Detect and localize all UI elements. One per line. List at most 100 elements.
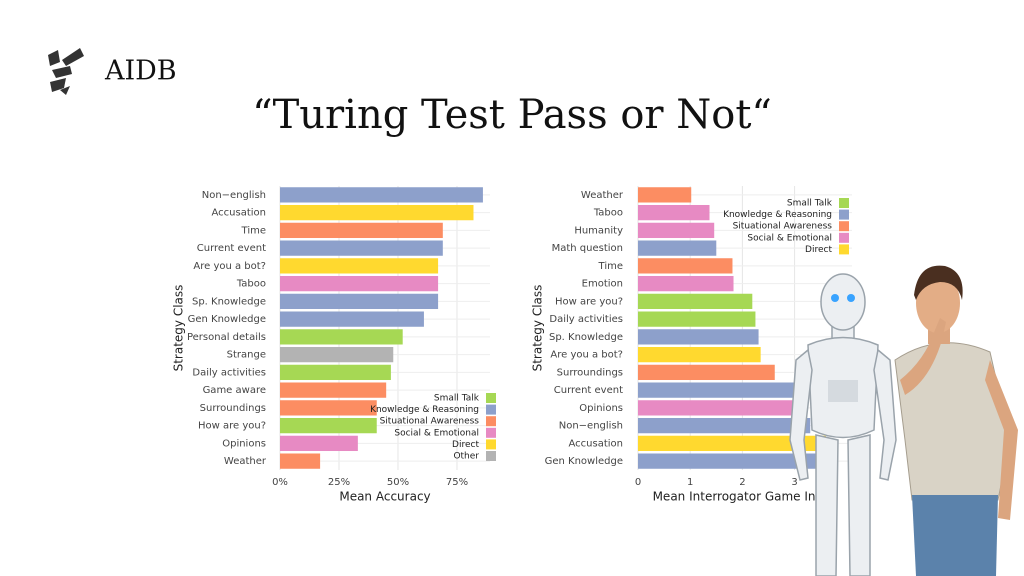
- legend-label: Other: [453, 452, 479, 462]
- y-tick-label: Non−english: [559, 421, 623, 432]
- charts: 0% 25% 50% 75% Non−english Accusation Time Curr…: [172, 186, 852, 504]
- y-tick-label: Sp. Knowledge: [549, 332, 623, 343]
- y-tick-label: Current event: [554, 385, 623, 396]
- x-tick-label: 1: [687, 477, 693, 488]
- legend-label: Social & Emotional: [747, 233, 832, 243]
- bar: [280, 329, 403, 345]
- legend-swatch: [486, 404, 496, 415]
- y-tick-label: Game aware: [203, 385, 266, 396]
- y-tick-label: Sp. Knowledge: [192, 296, 266, 307]
- bar: [280, 417, 377, 434]
- legend-swatch: [839, 232, 849, 243]
- legend-swatch: [839, 209, 849, 220]
- y-tick-label: Time: [598, 261, 623, 272]
- legend-swatch: [486, 416, 496, 427]
- bar: [638, 453, 834, 469]
- legend-label: Small Talk: [434, 394, 480, 404]
- y-tick-label: Humanity: [574, 225, 623, 236]
- y-tick-label: Emotion: [582, 279, 623, 290]
- x-tick-label: 2: [739, 477, 745, 488]
- legend-label: Small Talk: [787, 199, 833, 209]
- bar: [638, 329, 759, 345]
- bar: [638, 187, 692, 203]
- legend-swatch: [839, 244, 849, 255]
- y-axis-title: Strategy Class: [531, 285, 545, 372]
- legend-label: Situational Awareness: [733, 222, 833, 232]
- y-tick-label: Daily activities: [192, 367, 266, 378]
- y-tick-label: Surroundings: [557, 367, 623, 378]
- bar: [280, 346, 394, 363]
- y-tick-label: Daily activities: [549, 314, 623, 325]
- x-tick-label: 3: [791, 477, 797, 488]
- legend-label: Knowledge & Reasoning: [370, 405, 479, 415]
- y-tick-label: Personal details: [187, 332, 266, 343]
- bar: [280, 258, 439, 274]
- legend-label: Situational Awareness: [380, 417, 480, 427]
- x-axis-title: Mean Accuracy: [339, 490, 430, 504]
- x-tick-label: 75%: [446, 477, 468, 488]
- bar: [280, 240, 443, 256]
- bar: [638, 346, 761, 363]
- y-tick-label: Opinions: [222, 438, 266, 449]
- y-tick-label: Gen Knowledge: [545, 456, 623, 467]
- y-tick-label: How are you?: [198, 421, 266, 432]
- y-tick-label: Math question: [552, 243, 623, 254]
- y-tick-label: Opinions: [579, 403, 623, 414]
- legend-swatch: [839, 198, 849, 208]
- legend-label: Knowledge & Reasoning: [723, 210, 832, 220]
- y-tick-label: Current event: [197, 243, 266, 254]
- bar: [638, 311, 756, 327]
- bar: [638, 400, 803, 416]
- bar: [638, 417, 811, 434]
- bar: [280, 275, 439, 292]
- bar: [280, 204, 474, 221]
- y-tick-label: Are you a bot?: [550, 350, 623, 361]
- bar: [280, 453, 321, 469]
- y-tick-label: Accusation: [212, 208, 267, 219]
- y-tick-label: Time: [241, 225, 266, 236]
- legend-label: Direct: [452, 440, 479, 450]
- bar: [638, 240, 717, 256]
- bar: [280, 311, 424, 327]
- x-tick-label: 0%: [272, 477, 288, 488]
- logo-text: AIDB: [104, 56, 177, 87]
- legend-swatch: [486, 427, 496, 438]
- slide-title: “Turing Test Pass or Not“: [252, 92, 772, 138]
- bar: [280, 364, 391, 381]
- y-axis-title: Strategy Class: [172, 285, 186, 372]
- legend-swatch: [486, 393, 496, 403]
- legend-label: Direct: [805, 245, 832, 255]
- logo-icon: [48, 48, 84, 95]
- bar: [638, 364, 775, 381]
- y-tick-label: Weather: [224, 456, 267, 467]
- y-tick-label: Taboo: [236, 279, 266, 290]
- bar: [280, 187, 483, 203]
- y-tick-label: Non−english: [202, 190, 266, 201]
- legend-swatch: [839, 221, 849, 232]
- x-tick-label: 0: [635, 477, 641, 488]
- bar: [638, 435, 826, 452]
- legend-label: Social & Emotional: [394, 428, 479, 438]
- bar: [280, 382, 387, 398]
- illustration: [789, 265, 1018, 576]
- y-tick-label: How are you?: [555, 296, 623, 307]
- y-tick-label: Strange: [227, 350, 266, 361]
- bar: [638, 204, 710, 221]
- y-tick-label: Weather: [581, 190, 624, 201]
- y-tick-label: Gen Knowledge: [188, 314, 266, 325]
- bar: [280, 435, 358, 452]
- bar: [280, 400, 377, 416]
- bar: [638, 222, 715, 239]
- y-tick-label: Surroundings: [200, 403, 266, 414]
- bar: [638, 258, 733, 274]
- bar: [638, 293, 753, 310]
- x-axis-title: Mean Interrogator Game Index: [653, 490, 838, 504]
- bar: [638, 382, 796, 398]
- x-tick-label: 25%: [328, 477, 350, 488]
- legend-swatch: [486, 451, 496, 461]
- y-tick-label: Are you a bot?: [193, 261, 266, 272]
- bar: [280, 293, 439, 310]
- legend-swatch: [486, 439, 496, 450]
